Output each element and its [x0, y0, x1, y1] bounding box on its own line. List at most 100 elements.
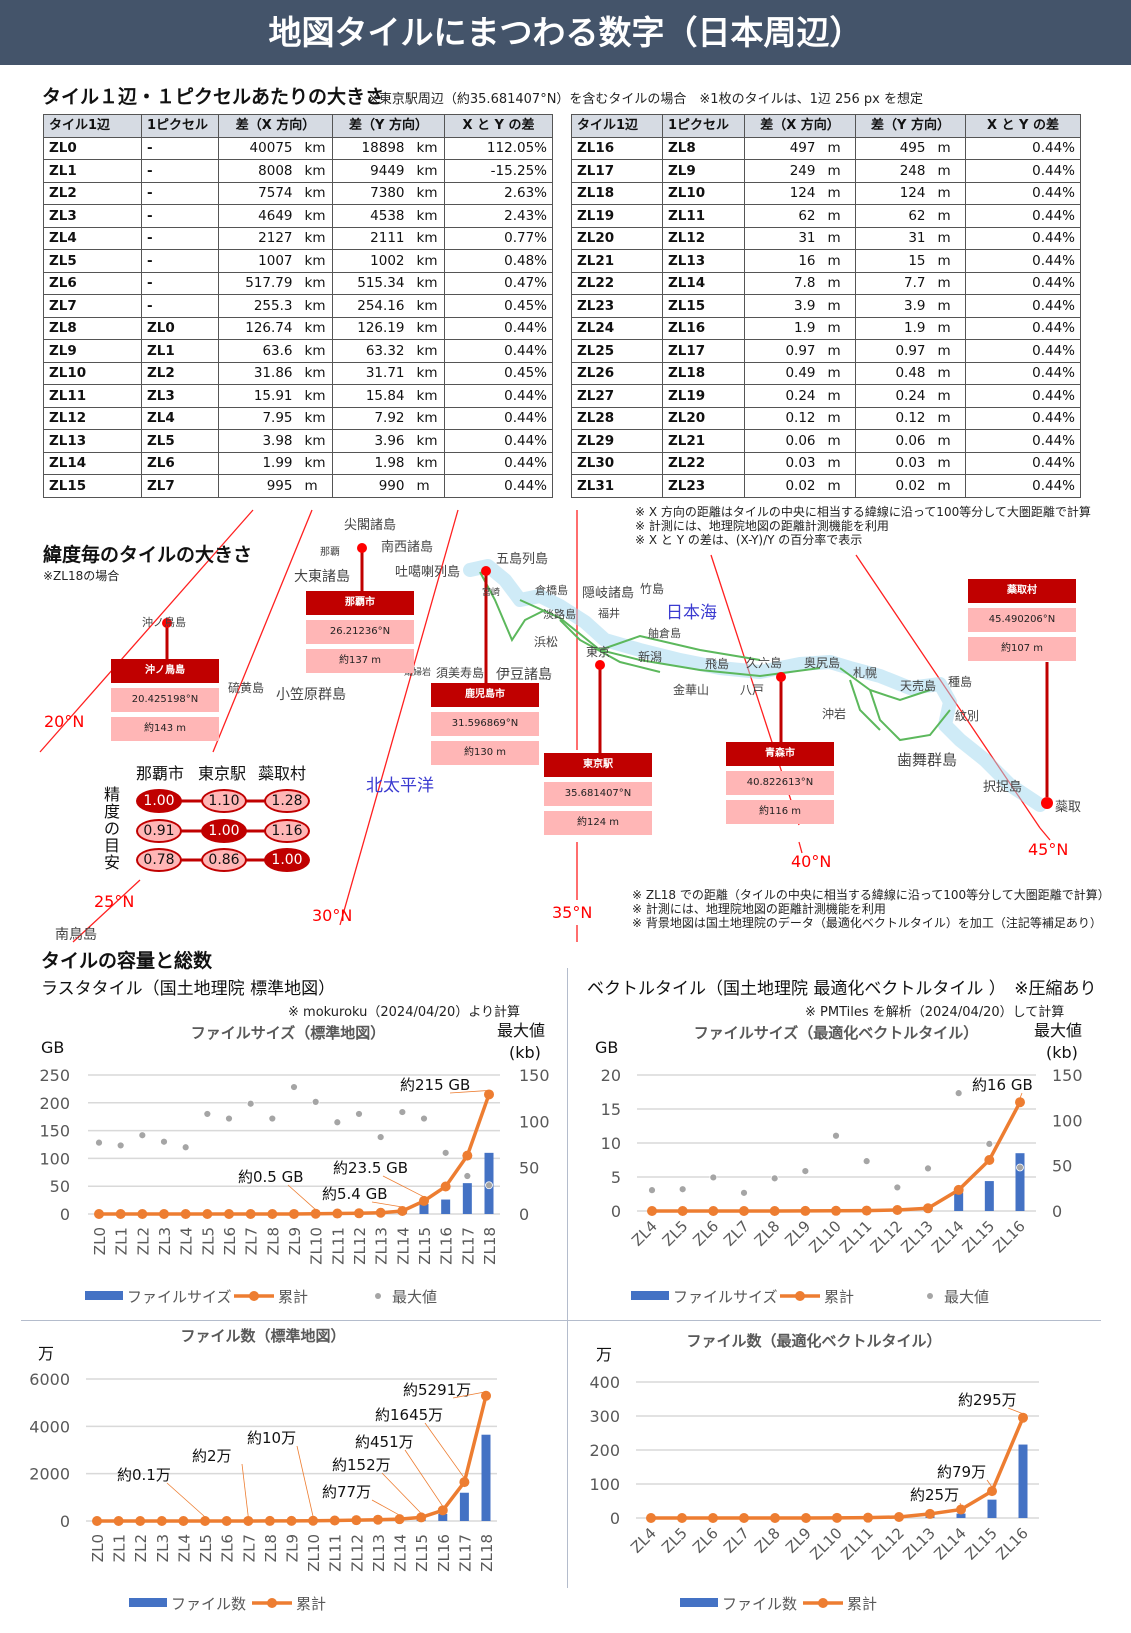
y2-tick-label: 100 [519, 1112, 550, 1131]
max-point [862, 1157, 871, 1166]
y-tick-label: 100 [589, 1475, 620, 1494]
x-tick-label: ZL5 [658, 1524, 691, 1557]
cumulative-point [221, 1515, 232, 1526]
x-tick-label: ZL16 [438, 1227, 456, 1265]
max-point [709, 1173, 718, 1182]
y-axis-label: 万 [38, 1344, 54, 1363]
y-distance: 1.98 [332, 451, 407, 475]
x-tick-label: ZL14 [930, 1524, 969, 1563]
max-point [311, 1097, 320, 1106]
place-label: 小笠原群島 [276, 687, 346, 703]
y-distance: 0.02 [855, 474, 928, 498]
table-row: ZL2-7574 km 7380 km 2.63% [43, 181, 553, 205]
place-label: 八戸 [740, 683, 765, 697]
tile-size: 約107 m [968, 637, 1076, 661]
latitude-label: 45°N [1028, 840, 1069, 859]
data-label: 約77万 [322, 1483, 371, 1501]
x-tick-label: ZL4 [627, 1524, 660, 1557]
pixel-zoom: ZL14 [662, 271, 745, 295]
precision-value: 0.78 [136, 848, 182, 872]
chart-title: ファイル数（最適化ベクトルタイル） [686, 1332, 941, 1350]
pixel-zoom: - [141, 136, 219, 160]
leader-line [382, 1175, 425, 1198]
cumulative-point [923, 1203, 933, 1214]
leader-line [449, 1090, 490, 1094]
y-tick-label: 0 [610, 1509, 620, 1528]
y-distance: 495 [855, 136, 928, 160]
x-tick-label: ZL16 [992, 1524, 1031, 1563]
x-tick-label: ZL9 [286, 1227, 304, 1255]
y-distance: 990 [332, 474, 407, 498]
y-tick-label: 0 [60, 1512, 70, 1531]
latitude-label: 40°N [791, 852, 832, 871]
map-section-note: ※ZL18の場合 [43, 569, 120, 583]
x-tick-label: ZL6 [689, 1524, 722, 1557]
place-label: 隠岐諸島 [582, 586, 635, 601]
x-unit: m [817, 451, 856, 475]
y-tick-label: 200 [39, 1094, 70, 1113]
x-distance: 249 [744, 159, 818, 183]
x-distance: 995 [218, 474, 295, 498]
y-tick-label: 50 [50, 1177, 70, 1196]
place-label: 硫黄島 [228, 681, 265, 695]
y-distance: 1.9 [855, 316, 928, 340]
x-distance: 124 [744, 181, 818, 205]
x-tick-label: ZL11 [837, 1524, 876, 1563]
x-tick-label: ZL12 [348, 1534, 366, 1572]
max-point [740, 1188, 748, 1197]
table-row: ZL4-2127 km 2111 km 0.77% [43, 226, 553, 250]
col-header: タイル1辺 [571, 114, 663, 138]
x-unit: m [817, 474, 856, 498]
max-point [268, 1114, 277, 1123]
tile-zoom: ZL15 [43, 474, 142, 498]
cumulative-point [646, 1513, 656, 1523]
x-tick-label: ZL10 [308, 1227, 326, 1265]
x-tick-label: ZL7 [720, 1217, 753, 1250]
legend-label: 最大値 [944, 1288, 989, 1306]
legend-bar-swatch [129, 1598, 167, 1607]
map-section-title: 緯度毎のタイルの大きさ [43, 544, 253, 566]
y-unit: km [406, 406, 445, 430]
table-row: ZL25 ZL17 0.97 m 0.97 m 0.44% [571, 339, 1081, 363]
tile-zoom: ZL8 [43, 316, 142, 340]
y-tick-label: 300 [589, 1407, 620, 1426]
max-point [463, 1172, 472, 1180]
y-tick-label: 20 [601, 1066, 621, 1085]
leader-line [371, 1499, 400, 1516]
y-unit: km [406, 159, 445, 183]
max-point [893, 1183, 902, 1192]
precision-value: 1.00 [264, 848, 310, 872]
cumulative-point [94, 1209, 104, 1219]
cumulative-point [953, 1184, 964, 1195]
cumulative-point [481, 1390, 491, 1401]
cumulative-point [289, 1208, 299, 1219]
bar [419, 1203, 429, 1214]
place-label: 天売島 [900, 679, 937, 693]
city-latitude: 35.681407°N [544, 782, 652, 806]
cumulative-point [739, 1513, 749, 1523]
place-label: 吐噶喇列島 [395, 565, 461, 580]
cumulative-point [200, 1515, 211, 1526]
legend-label: 最大値 [392, 1288, 437, 1306]
table-row: ZL19 ZL11 62 m 62 m 0.44% [571, 204, 1081, 228]
data-label: 約5291万 [403, 1381, 471, 1399]
x-unit: m [817, 339, 856, 363]
x-tick-label: ZL11 [836, 1217, 875, 1256]
y-distance: 2111 [332, 226, 407, 250]
leader-line [452, 1391, 487, 1399]
latitude-line [798, 841, 803, 854]
bar [481, 1434, 491, 1521]
city-latitude: 20.425198°N [111, 688, 219, 712]
x-tick-label: ZL10 [805, 1217, 844, 1256]
col-header: X と Y の差 [965, 114, 1081, 138]
col-header: 差（Y 方向） [332, 114, 445, 138]
xy-difference: 0.44% [444, 316, 553, 340]
cumulative-point [264, 1515, 275, 1526]
max-point [398, 1108, 407, 1116]
pixel-zoom: ZL8 [662, 136, 745, 160]
cumulative-point [800, 1205, 811, 1216]
x-tick-label: ZL8 [751, 1217, 784, 1250]
x-tick-label: ZL14 [928, 1217, 967, 1256]
place-label: 飛島 [705, 657, 730, 671]
table-row: ZL28 ZL20 0.12 m 0.12 m 0.44% [571, 406, 1081, 430]
